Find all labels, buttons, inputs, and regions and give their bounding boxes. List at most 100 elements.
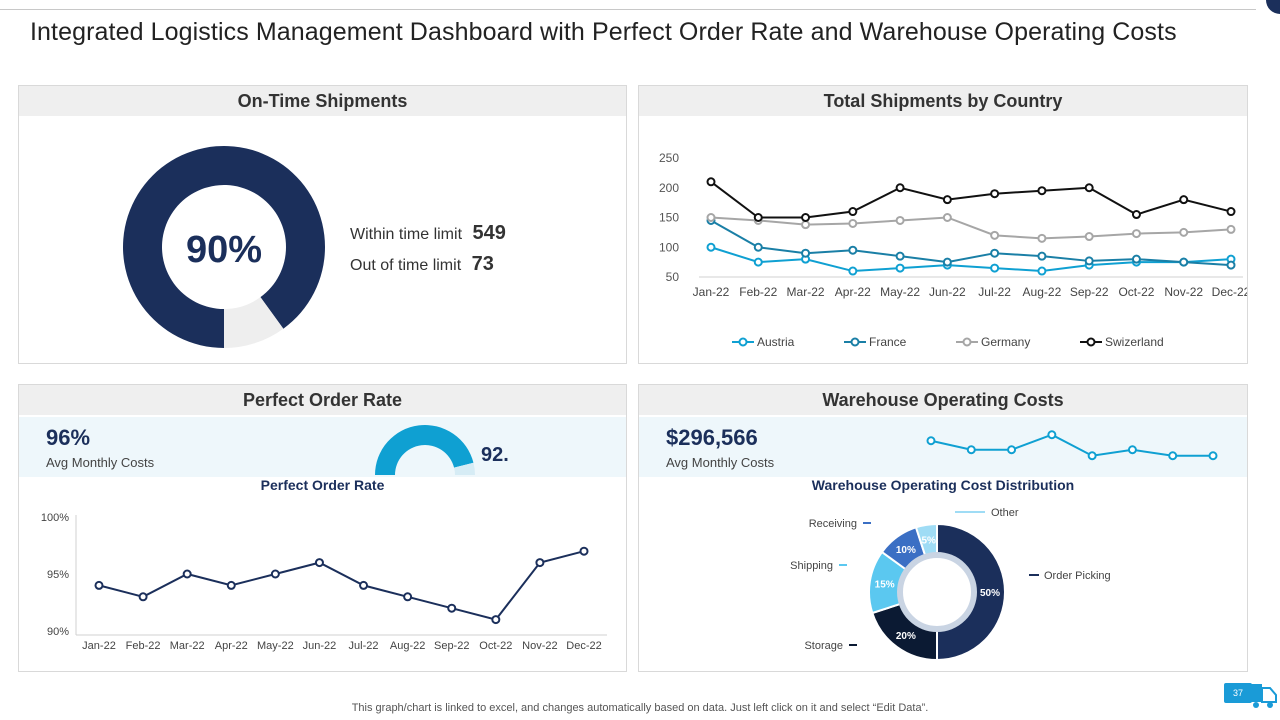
y-tick-label: 100	[659, 240, 679, 254]
x-tick-label: Jun-22	[929, 285, 966, 299]
data-point-swizerland	[1131, 210, 1141, 220]
warehouse-title: Warehouse Operating Costs	[639, 385, 1247, 415]
y-tick-label: 95%	[47, 569, 69, 581]
data-point-austria	[753, 257, 763, 267]
sparkline-point	[1127, 445, 1137, 455]
x-tick-label: Apr-22	[835, 285, 871, 299]
perfect-order-point	[314, 558, 324, 568]
out-of-time-row: Out of time limit 73	[350, 253, 494, 276]
data-point-austria	[1037, 266, 1047, 276]
warehouse-donut-chart[interactable]: 50% 20% 15% 10% 5% Order Picking Storage Shippi…	[639, 499, 1247, 669]
perfect-order-panel: Perfect Order Rate 96% Avg Monthly Costs…	[18, 384, 627, 672]
sparkline-point	[1007, 445, 1017, 455]
on-time-donut[interactable]: 90%	[19, 116, 626, 363]
data-point-germany	[1084, 232, 1094, 242]
sparkline-point	[1087, 451, 1097, 461]
data-point-austria	[848, 266, 858, 276]
x-tick-label: Mar-22	[170, 640, 205, 652]
perfect-order-gauge-value: 92.1%	[481, 444, 509, 466]
slice-value-label: 20%	[896, 631, 916, 642]
x-tick-label: Jan-22	[693, 285, 730, 299]
x-tick-label: Nov-22	[1164, 285, 1203, 299]
within-time-label: Within time limit	[350, 226, 463, 243]
y-tick-label: 90%	[47, 626, 69, 638]
series-line-swizerland	[710, 181, 1232, 219]
perfect-order-point	[491, 615, 501, 625]
legend-label-france: France	[869, 335, 907, 349]
x-tick-label: Jun-22	[303, 640, 337, 652]
perfect-order-kpi-band: 96% Avg Monthly Costs	[19, 417, 626, 477]
data-point-swizerland	[1226, 207, 1236, 217]
perfect-order-point	[138, 592, 148, 602]
sparkline-point	[926, 436, 936, 446]
data-point-germany	[895, 215, 905, 225]
perfect-order-point	[579, 546, 589, 556]
data-point-france	[895, 251, 905, 261]
data-point-germany	[990, 230, 1000, 240]
donut-group: 50% 20% 15% 10% 5%	[868, 522, 1006, 662]
x-tick-label: Aug-22	[1023, 285, 1062, 299]
perfect-order-point	[403, 592, 413, 602]
legend-marker-austria	[738, 337, 748, 347]
data-point-france	[1131, 254, 1141, 264]
x-tick-label: Sep-22	[434, 640, 469, 652]
on-time-percent: 90%	[186, 229, 262, 271]
data-point-germany	[801, 220, 811, 230]
legend-label-austria: Austria	[757, 335, 795, 349]
perfect-order-title: Perfect Order Rate	[19, 385, 626, 415]
perfect-order-gauge[interactable]: 92.1%	[369, 417, 509, 477]
page-title: Integrated Logistics Management Dashboar…	[30, 18, 1177, 46]
data-point-swizerland	[848, 207, 858, 217]
perfect-order-line-chart[interactable]: 90% 95% 100% Jan-22 Feb-22 Mar-22 Apr-22 May-22…	[19, 499, 626, 669]
data-point-germany	[1037, 233, 1047, 243]
data-point-austria	[895, 263, 905, 273]
slice-value-label: 5%	[921, 536, 936, 547]
perfect-order-chart-title: Perfect Order Rate	[260, 477, 385, 493]
perfect-order-point	[535, 558, 545, 568]
x-tick-label: Mar-22	[787, 285, 825, 299]
data-point-swizerland	[1037, 186, 1047, 196]
shipments-line-chart[interactable]: 50 100 150 200 250 Jan-22 Feb-22 Mar-22 Apr-22 Ma…	[639, 116, 1247, 363]
data-point-austria	[990, 263, 1000, 273]
y-tick-label: 250	[659, 151, 679, 165]
legend-marker-swizerland	[1086, 337, 1096, 347]
y-tick-label: 200	[659, 181, 679, 195]
on-time-shipments-panel: On-Time Shipments 90% Within time limit …	[18, 85, 627, 364]
footer-note: This graph/chart is linked to excel, and…	[351, 702, 929, 714]
callout-label-other: Other	[991, 507, 1019, 519]
data-point-france	[848, 245, 858, 255]
series-line-austria	[710, 246, 1232, 273]
callout-label-storage: Storage	[804, 640, 843, 652]
data-point-swizerland	[801, 213, 811, 222]
perfect-order-point	[270, 569, 280, 579]
warehouse-kpi-band: $296,566 Avg Monthly Costs	[639, 417, 1247, 477]
sparkline-point	[966, 445, 976, 455]
x-tick-label: Nov-22	[522, 640, 557, 652]
data-point-france	[1179, 257, 1189, 267]
legend-marker-france	[850, 337, 860, 347]
out-of-time-value: 73	[471, 253, 494, 275]
within-time-row: Within time limit 549	[350, 222, 506, 245]
x-tick-label: Feb-22	[739, 285, 777, 299]
y-tick-label: 50	[666, 270, 680, 284]
perfect-order-kpi-label: Avg Monthly Costs	[46, 455, 155, 470]
y-tick-label: 150	[659, 211, 679, 225]
x-tick-label: May-22	[257, 640, 294, 652]
within-time-value: 549	[472, 222, 506, 244]
donut-slice-out-of-time-limit	[224, 297, 284, 348]
data-point-swizerland	[990, 189, 1000, 199]
data-point-swizerland	[753, 213, 763, 222]
legend-marker-germany	[962, 337, 972, 347]
warehouse-kpi-value: $296,566	[666, 425, 758, 450]
data-point-swizerland	[1084, 183, 1094, 193]
x-tick-label: May-22	[880, 285, 920, 299]
legend-label-swizerland: Swizerland	[1105, 335, 1164, 349]
data-point-germany	[942, 213, 952, 222]
x-tick-label: Dec-22	[566, 640, 601, 652]
data-point-france	[1037, 251, 1047, 261]
data-point-france	[753, 242, 763, 252]
top-rule	[0, 9, 1256, 10]
callout-label-receiving: Receiving	[809, 518, 857, 530]
shipments-by-country-title: Total Shipments by Country	[639, 86, 1247, 116]
warehouse-sparkline[interactable]	[919, 417, 1239, 477]
